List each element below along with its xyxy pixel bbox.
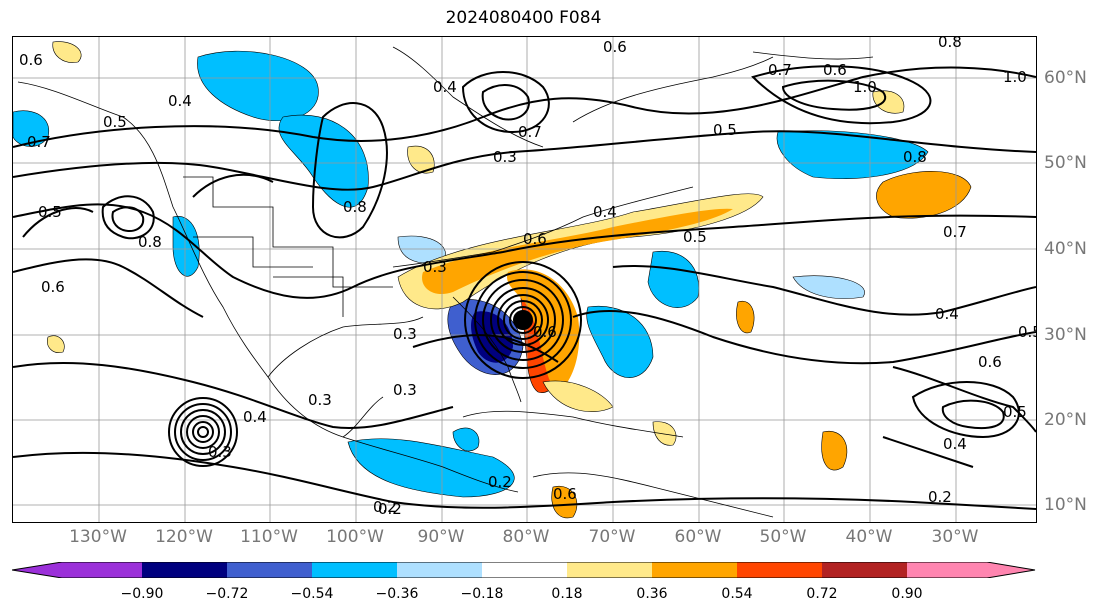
contour-label: 0.8 [903,148,927,166]
lon-label: 120°W [155,527,213,547]
contour-label: 0.7 [27,133,51,151]
colorbar-segment [142,562,227,578]
contour-label: 0.3 [493,148,517,166]
lon-label: 110°W [240,527,298,547]
colorbar-tick: 0.54 [721,586,753,602]
lat-label: 40°N [1044,239,1087,259]
lat-label: 20°N [1044,410,1087,430]
contour-label: 0.5 [38,203,62,221]
lon-label: 60°W [674,527,722,547]
lon-label: 30°W [931,527,979,547]
low-pressure-contours [168,261,582,467]
contour-label: 0.4 [168,92,192,110]
contour-label: 0.5 [713,121,737,139]
contour-label: 0.3 [393,381,417,399]
colorbar-extend-low [12,562,142,578]
map-canvas: 0.6 0.4 0.7 0.5 0.8 1.0 0.3 0.2 0.6 0.5 … [13,37,1036,522]
lon-label: 70°W [588,527,636,547]
contour-label: 0.4 [935,305,959,323]
colorbar-segment [652,562,737,578]
lon-label: 40°W [845,527,893,547]
contour-label: 0.8 [938,37,962,51]
contour-label: 0.3 [423,258,447,276]
contour-label: 0.5 [103,113,127,131]
colorbar-tick: −0.18 [460,586,504,602]
colorbar-tick: −0.90 [120,586,164,602]
contour-label: 0.6 [823,61,847,79]
shaded-positive [47,41,972,519]
lon-label: 100°W [326,527,384,547]
colorbar-segment [227,562,312,578]
colorbar-tick: 0.90 [891,586,923,602]
contour-label: 0.6 [978,353,1002,371]
colorbar-tick: −0.36 [375,586,419,602]
contour-label: 0.6 [603,38,627,56]
contour-label: 0.5 [1003,403,1027,421]
map-panel: 0.6 0.4 0.7 0.5 0.8 1.0 0.3 0.2 0.6 0.5 … [12,36,1037,523]
lon-label: 90°W [417,527,465,547]
contour-label: 1.0 [1003,68,1027,86]
contour-label: 0.7 [768,61,792,79]
shaded-anomalies [13,50,929,498]
contour-lines [13,65,1036,510]
lat-label: 30°N [1044,325,1087,345]
colorbar-segment [567,562,652,578]
contour-label: 0.6 [523,230,547,248]
colorbar-extend-high [907,562,1035,578]
contour-label: 0.3 [208,443,232,461]
contour-label: 0.2 [928,488,952,506]
lon-label: 130°W [69,527,127,547]
contour-label: 0.6 [19,51,43,69]
contour-label: 0.6 [41,278,65,296]
contour-label: 1.0 [853,78,877,96]
contour-label: 0.8 [138,233,162,251]
colorbar [12,562,1036,578]
colorbar-segment [737,562,822,578]
contour-label: 0.8 [343,198,367,216]
map-title: 2024080400 F084 [445,8,602,28]
colorbar-segment [482,562,567,578]
contour-label: 0.5 [1018,323,1036,341]
lon-label: 50°W [759,527,807,547]
contour-label: 0.2 [378,500,402,518]
colorbar-segment [312,562,397,578]
lat-label: 50°N [1044,153,1087,173]
contour-label: 0.7 [943,223,967,241]
contour-label: 0.4 [433,78,457,96]
contour-label: 0.4 [943,435,967,453]
colorbar-tick: 0.36 [636,586,668,602]
contour-label: 0.5 [683,228,707,246]
contour-label-group: 0.6 0.4 0.7 0.5 0.8 1.0 0.3 0.2 0.6 0.5 … [19,37,1036,518]
contour-label: 0.2 [488,473,512,491]
contour-label: 0.7 [518,123,542,141]
contour-label: 0.3 [308,391,332,409]
lat-label: 10°N [1044,495,1087,515]
contour-label: 0.4 [593,203,617,221]
colorbar-tick: −0.72 [205,586,249,602]
contour-label: 0.6 [533,323,557,341]
colorbar-tick: 0.18 [551,586,583,602]
contour-label: 0.2 [373,498,397,516]
contour-label: 0.3 [393,325,417,343]
lon-label: 80°W [502,527,550,547]
coastlines [17,46,874,518]
lat-label: 60°N [1044,68,1087,88]
colorbar-segment [822,562,907,578]
contour-label: 0.6 [553,485,577,503]
colorbar-segment [397,562,482,578]
colorbar-tick: −0.54 [290,586,334,602]
contour-label: 0.4 [243,408,267,426]
colorbar-tick: 0.72 [806,586,838,602]
